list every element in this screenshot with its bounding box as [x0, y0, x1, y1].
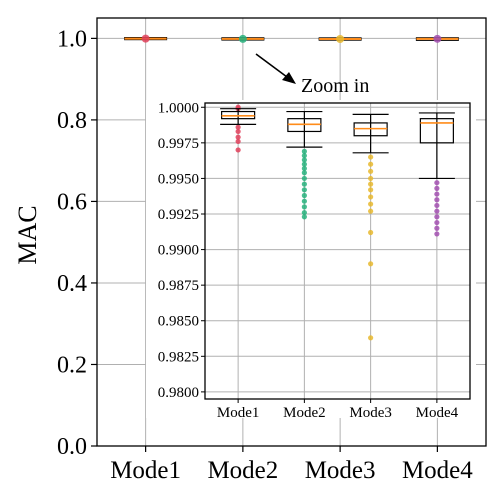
main-outlier-cluster — [141, 34, 150, 43]
inset-outlier — [301, 198, 307, 204]
inset-outlier — [434, 214, 440, 220]
y-axis-label: MAC — [13, 205, 42, 264]
inset-outlier — [301, 161, 307, 167]
inset-outlier — [301, 214, 307, 220]
inset-y-tick-label: 1.0000 — [158, 100, 199, 116]
inset-outlier — [434, 180, 440, 186]
inset-outlier — [434, 202, 440, 209]
main-y-tick-label: 0.6 — [57, 189, 87, 215]
inset-outlier — [301, 175, 307, 182]
inset-y-tick-label: 0.9800 — [158, 385, 199, 401]
inset-y-tick-label: 0.9900 — [158, 243, 199, 259]
inset-outlier — [434, 185, 440, 191]
inset-x-tick-label: Mode4 — [416, 405, 459, 421]
inset-plot-frame — [204, 102, 471, 400]
main-y-tick-label: 0.0 — [57, 434, 87, 460]
inset-y-tick-label: 0.9875 — [158, 278, 199, 294]
main-outlier-cluster — [433, 34, 442, 43]
inset-outlier — [368, 194, 374, 200]
inset-outlier — [301, 157, 307, 163]
inset-outlier — [434, 197, 440, 203]
zoom-arrow — [255, 53, 296, 84]
zoom-annotation: Zoom in — [301, 75, 369, 97]
main-y-tick-label: 1.0 — [57, 26, 87, 52]
inset-outlier — [368, 168, 374, 174]
inset-outlier — [368, 175, 374, 182]
inset-y-tick-label: 0.9975 — [158, 136, 199, 152]
main-x-tick-label: Mode1 — [110, 457, 181, 484]
inset-outlier — [434, 191, 440, 197]
inset-outlier — [368, 161, 374, 167]
main-y-tick-label: 0.2 — [57, 352, 87, 378]
inset-outlier — [235, 147, 241, 153]
inset-y-ticks: 0.9800 0.9825 0.9850 0.9875 0.9900 0.9925 0.99… — [158, 100, 205, 401]
inset-boxes — [220, 104, 455, 341]
inset-outlier — [301, 204, 307, 210]
inset-outlier — [434, 231, 440, 237]
inset-outlier — [301, 153, 307, 159]
main-outlier-cluster — [238, 34, 247, 43]
inset-outlier — [434, 208, 440, 214]
main-x-tick-label: Mode3 — [305, 457, 376, 484]
inset-outlier — [301, 148, 307, 154]
inset-y-tick-label: 0.9825 — [158, 349, 199, 365]
inset-outlier — [301, 209, 307, 216]
inset-outlier — [301, 181, 307, 187]
inset-outlier — [301, 192, 307, 199]
main-x-tick-label: Mode4 — [402, 457, 473, 484]
inset-outlier — [368, 261, 374, 267]
inset-box — [419, 118, 454, 144]
inset-outlier — [235, 128, 241, 135]
inset-x-ticks: Mode1 Mode2 Mode3 Mode4 — [217, 399, 459, 421]
inset-outlier — [368, 208, 374, 214]
inset-outlier — [301, 165, 307, 172]
inset-outlier — [368, 154, 374, 160]
inset-background — [146, 100, 476, 418]
inset-x-tick-label: Mode3 — [349, 405, 392, 421]
main-x-tick-label: Mode2 — [207, 457, 278, 484]
main-outlier-cluster — [336, 34, 345, 43]
inset-outlier — [301, 170, 307, 176]
inset-x-tick-label: Mode2 — [283, 405, 326, 421]
inset-outlier — [235, 138, 241, 145]
main-y-ticks: 0.0 0.2 0.4 0.6 0.8 1.0 — [57, 26, 97, 460]
main-plot-frame — [96, 17, 487, 447]
inset-y-tick-label: 0.9950 — [158, 171, 199, 187]
inset-outlier — [368, 229, 374, 236]
inset-outlier — [235, 134, 241, 140]
inset-outlier — [368, 187, 374, 193]
inset-outlier — [434, 219, 440, 226]
inset-outlier — [368, 201, 374, 207]
inset-y-tick-label: 0.9850 — [158, 314, 199, 330]
inset-outlier — [434, 225, 440, 231]
main-boxes — [124, 34, 459, 43]
inset-outlier — [301, 187, 307, 193]
main-x-ticks: Mode1 Mode2 Mode3 Mode4 — [110, 446, 473, 484]
inset-outlier — [368, 335, 374, 341]
inset-outlier — [235, 124, 241, 130]
inset-x-tick-label: Mode1 — [217, 405, 260, 421]
inset-y-tick-label: 0.9925 — [158, 207, 199, 223]
main-y-tick-label: 0.4 — [57, 271, 87, 297]
main-y-tick-label: 0.8 — [57, 108, 87, 134]
inset-outlier — [368, 181, 374, 187]
